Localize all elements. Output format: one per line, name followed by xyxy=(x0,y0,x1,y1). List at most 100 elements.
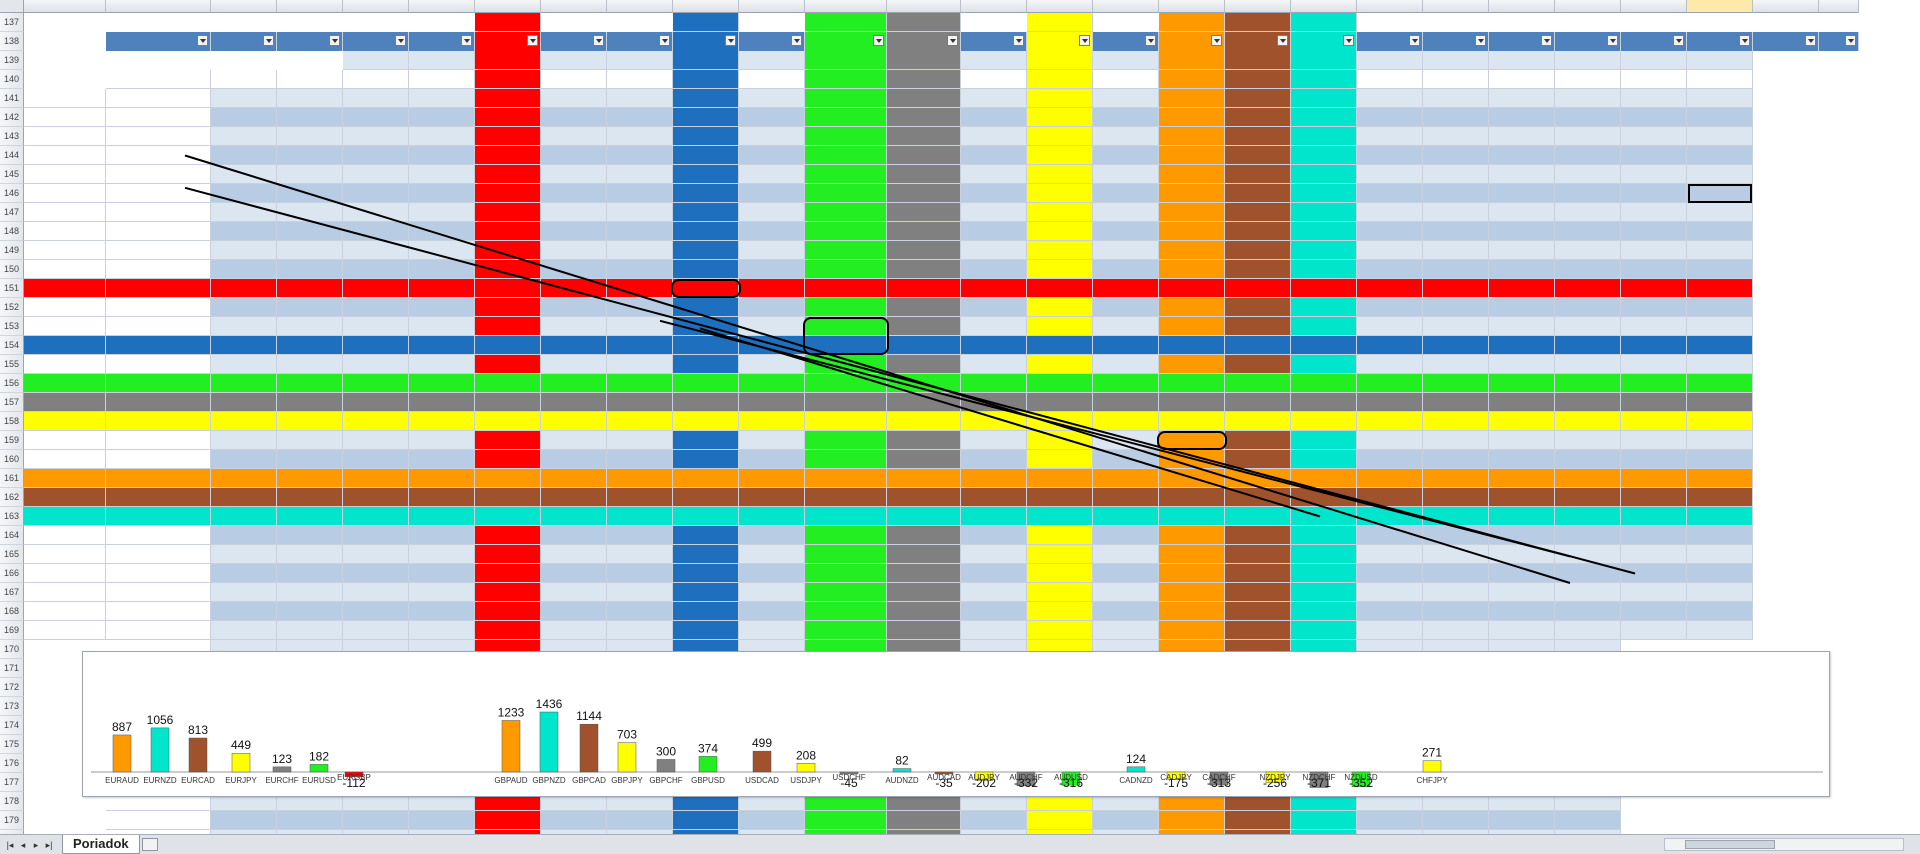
data-cell[interactable] xyxy=(1225,412,1291,431)
data-cell[interactable] xyxy=(1555,165,1621,184)
reference-value-cell[interactable] xyxy=(343,70,409,89)
data-cell[interactable] xyxy=(1027,412,1093,431)
data-cell[interactable] xyxy=(211,260,277,279)
data-cell[interactable] xyxy=(1357,298,1423,317)
data-cell[interactable] xyxy=(1225,241,1291,260)
data-cell[interactable] xyxy=(211,469,277,488)
data-cell[interactable] xyxy=(1489,545,1555,564)
column-header[interactable] xyxy=(607,0,673,13)
data-cell[interactable] xyxy=(1291,89,1357,108)
data-cell[interactable] xyxy=(1225,127,1291,146)
row-header[interactable]: 157 xyxy=(0,393,24,412)
data-cell[interactable] xyxy=(1027,583,1093,602)
table-column-header[interactable] xyxy=(887,32,961,51)
reference-value-cell[interactable] xyxy=(961,70,1027,89)
data-cell[interactable] xyxy=(343,602,409,621)
data-cell[interactable] xyxy=(1489,165,1555,184)
data-cell[interactable] xyxy=(343,203,409,222)
row-currency-label[interactable] xyxy=(24,393,106,412)
empty-cell[interactable] xyxy=(607,830,673,834)
data-cell[interactable] xyxy=(805,602,887,621)
data-cell[interactable] xyxy=(343,355,409,374)
data-cell[interactable] xyxy=(277,203,343,222)
data-cell[interactable] xyxy=(961,279,1027,298)
data-cell[interactable] xyxy=(1027,203,1093,222)
data-cell[interactable] xyxy=(1159,393,1225,412)
data-cell[interactable] xyxy=(961,165,1027,184)
data-cell[interactable] xyxy=(106,184,211,203)
data-cell[interactable] xyxy=(607,89,673,108)
cell[interactable] xyxy=(541,51,607,70)
data-cell[interactable] xyxy=(1225,184,1291,203)
data-cell[interactable] xyxy=(409,184,475,203)
reference-value-cell[interactable] xyxy=(409,70,475,89)
data-cell[interactable] xyxy=(475,602,541,621)
data-cell[interactable] xyxy=(607,241,673,260)
data-cell[interactable] xyxy=(1489,260,1555,279)
table-column-header[interactable] xyxy=(1159,32,1225,51)
row-currency-label[interactable] xyxy=(24,89,106,108)
data-cell[interactable] xyxy=(1489,108,1555,127)
data-cell[interactable] xyxy=(211,583,277,602)
empty-cell[interactable] xyxy=(673,811,739,830)
data-cell[interactable] xyxy=(1423,393,1489,412)
empty-cell[interactable] xyxy=(541,830,607,834)
data-cell[interactable] xyxy=(805,146,887,165)
data-cell[interactable] xyxy=(1489,146,1555,165)
filter-dropdown-icon[interactable] xyxy=(461,35,472,46)
row-currency-label[interactable] xyxy=(24,507,106,526)
data-cell[interactable] xyxy=(1159,602,1225,621)
row-header[interactable]: 169 xyxy=(0,621,24,640)
data-cell[interactable] xyxy=(1027,317,1093,336)
data-cell[interactable] xyxy=(1423,279,1489,298)
data-cell[interactable] xyxy=(1225,488,1291,507)
data-cell[interactable] xyxy=(739,89,805,108)
data-cell[interactable] xyxy=(106,488,211,507)
data-cell[interactable] xyxy=(211,602,277,621)
filter-dropdown-icon[interactable] xyxy=(1211,35,1222,46)
data-cell[interactable] xyxy=(1423,317,1489,336)
empty-cell[interactable] xyxy=(343,811,409,830)
data-cell[interactable] xyxy=(1357,336,1423,355)
row-currency-label[interactable] xyxy=(24,317,106,336)
data-cell[interactable] xyxy=(1621,298,1687,317)
empty-cell[interactable] xyxy=(1423,830,1489,834)
data-cell[interactable] xyxy=(1489,621,1555,640)
data-cell[interactable] xyxy=(1357,165,1423,184)
empty-cell[interactable] xyxy=(1159,830,1225,834)
data-cell[interactable] xyxy=(106,583,211,602)
data-cell[interactable] xyxy=(673,526,739,545)
chart-bar-usdchf[interactable] xyxy=(839,771,859,775)
row-header[interactable]: 165 xyxy=(0,545,24,564)
data-cell[interactable] xyxy=(541,89,607,108)
data-cell[interactable] xyxy=(541,336,607,355)
column-header[interactable] xyxy=(739,0,805,13)
data-cell[interactable] xyxy=(1225,431,1291,450)
data-cell[interactable] xyxy=(961,317,1027,336)
table-column-header[interactable] xyxy=(1753,32,1819,51)
data-cell[interactable] xyxy=(739,146,805,165)
reference-value-cell[interactable] xyxy=(211,70,277,89)
data-cell[interactable] xyxy=(1357,317,1423,336)
data-cell[interactable] xyxy=(607,431,673,450)
data-cell[interactable] xyxy=(805,583,887,602)
empty-cell[interactable] xyxy=(1555,811,1621,830)
table-column-header[interactable] xyxy=(1357,32,1423,51)
data-cell[interactable] xyxy=(1291,146,1357,165)
cell[interactable] xyxy=(1027,51,1093,70)
data-cell[interactable] xyxy=(475,393,541,412)
data-cell[interactable] xyxy=(1225,165,1291,184)
data-cell[interactable] xyxy=(739,260,805,279)
table-column-header[interactable] xyxy=(1555,32,1621,51)
chart-bar-usdcad[interactable] xyxy=(752,750,772,773)
row-currency-label[interactable] xyxy=(24,108,106,127)
data-cell[interactable] xyxy=(1423,203,1489,222)
data-cell[interactable] xyxy=(805,450,887,469)
data-cell[interactable] xyxy=(409,317,475,336)
data-cell[interactable] xyxy=(1555,89,1621,108)
data-cell[interactable] xyxy=(475,374,541,393)
filter-dropdown-icon[interactable] xyxy=(1845,35,1856,46)
column-header[interactable] xyxy=(1357,0,1423,13)
data-cell[interactable] xyxy=(343,279,409,298)
data-cell[interactable] xyxy=(1291,184,1357,203)
